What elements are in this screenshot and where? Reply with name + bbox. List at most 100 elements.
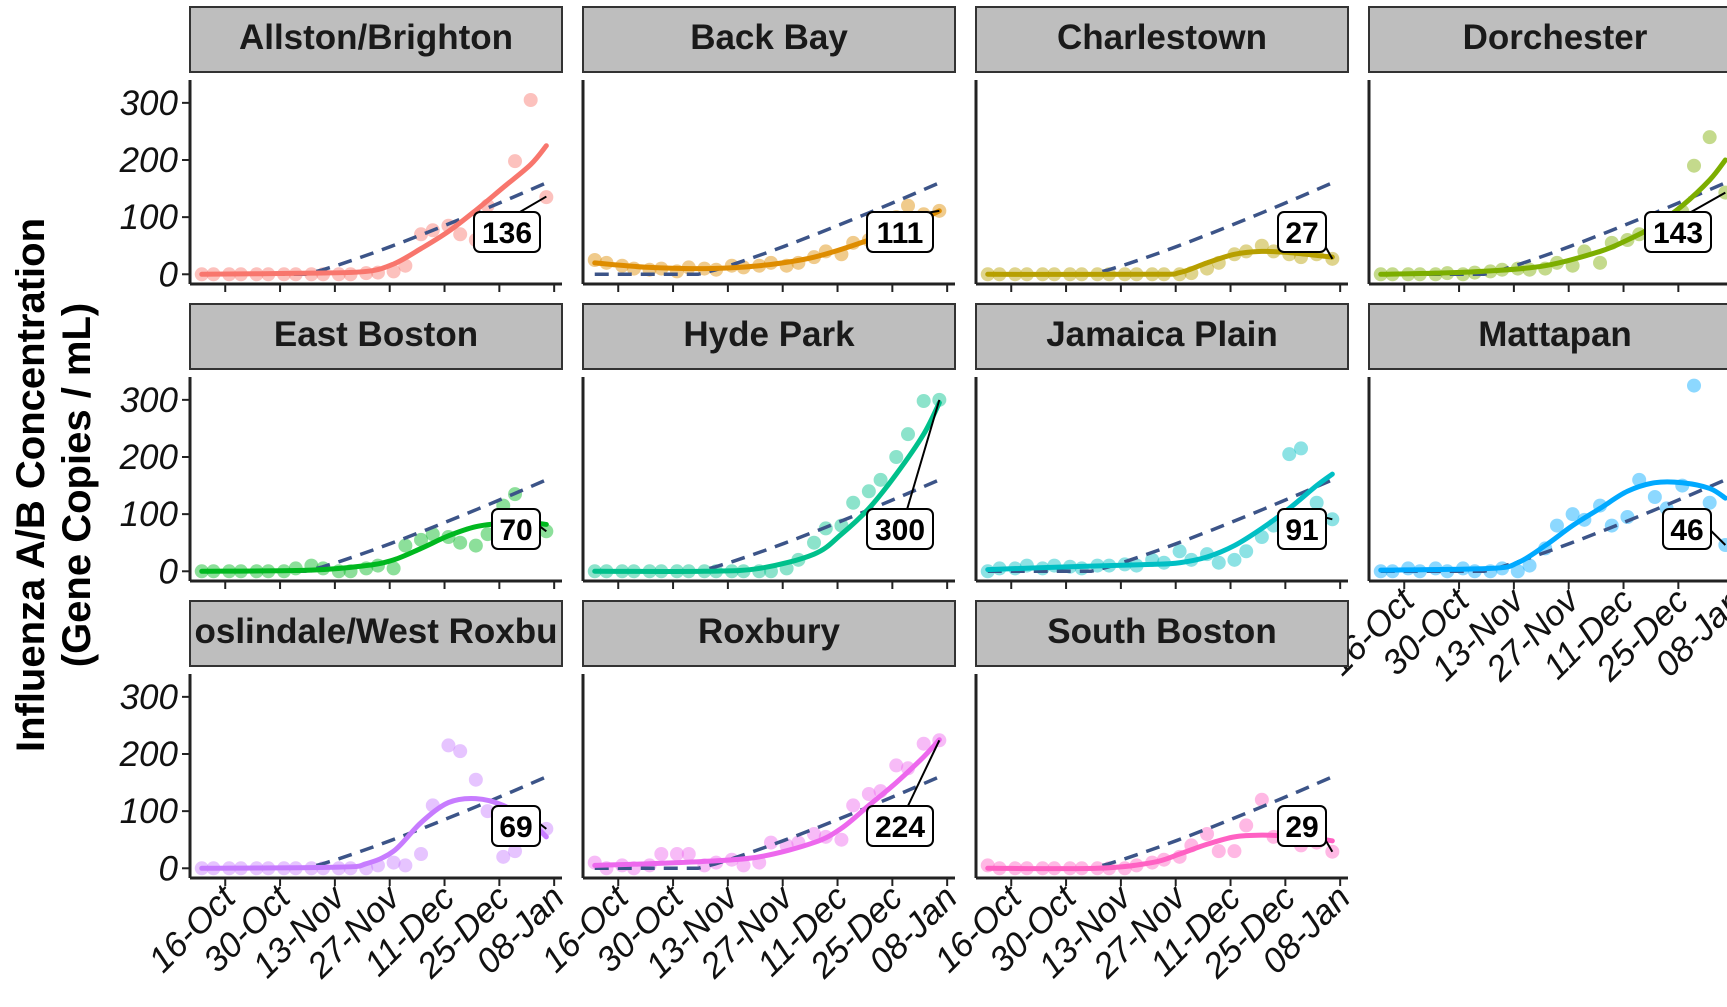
plot-area [194,93,554,282]
data-point [468,538,483,553]
data-point [386,561,401,576]
reference-dashed-line [987,478,1334,574]
data-point [681,847,696,861]
plot-area [1373,130,1727,282]
data-point [1211,844,1226,859]
y-tick-label: 300 [120,678,179,717]
data-point [1282,447,1297,462]
data-point [846,798,861,813]
y-axis-title-line-1: Influenza A/B Concentration [9,218,53,752]
data-point [1309,495,1324,510]
callout-value: 224 [875,811,925,844]
data-point [386,855,401,870]
callout-value: 143 [1653,217,1703,250]
callout-leader [905,399,941,514]
strip-label: Roxbury [698,612,841,651]
data-point [1200,827,1215,841]
facet-mattapan: Mattapan16-Oct30-Oct13-Nov27-Nov11-Dec25… [1320,303,1727,689]
data-point [414,227,429,242]
data-point [425,527,440,542]
callout-box [491,805,541,847]
strip-label: South Boston [1047,612,1276,651]
strip-label: oslindale/West Roxbu [194,612,557,651]
data-point [468,772,483,787]
y-tick-label: 0 [159,552,179,591]
data-point [1647,490,1662,504]
callout-value: 136 [482,217,532,250]
strip-background [1368,303,1727,370]
facet-south-boston: South Boston16-Oct30-Oct13-Nov27-Nov11-D… [927,600,1358,986]
data-point [1687,378,1702,393]
callout-box [866,508,934,550]
strip-background [582,303,956,370]
smooth-fit-line [1378,479,1727,573]
data-point [414,847,429,861]
callout-value: 29 [1285,811,1318,844]
plot-area [1373,378,1727,579]
callout-box [1277,508,1327,550]
data-point [398,538,413,553]
y-axis-title: Influenza A/B Concentration (Gene Copies… [9,218,99,752]
data-point [669,847,684,861]
smooth-fit-line [1378,157,1727,277]
y-tick-label: 200 [119,735,179,774]
data-point [414,532,429,547]
strip-background [189,303,563,370]
strip-background [975,600,1349,667]
callout-value: 111 [877,217,924,250]
data-point [1254,792,1269,807]
y-tick-label: 300 [120,381,179,420]
callout-value: 69 [499,811,532,844]
strip-label: East Boston [274,315,478,354]
reference-dashed-line [594,775,941,871]
strip-background [189,6,563,73]
data-point [654,847,669,861]
data-point [453,227,468,242]
data-point [508,844,523,859]
data-point [398,858,413,873]
data-point [1565,507,1580,522]
data-point [1211,555,1226,570]
strip-background [582,600,956,667]
data-point [1510,564,1525,579]
data-point [1239,544,1254,559]
y-tick-label: 100 [120,792,179,831]
data-point [916,394,931,408]
y-tick-label: 0 [159,255,179,294]
y-tick-label: 300 [120,84,179,123]
data-point [453,535,468,550]
data-point [861,787,876,801]
callout-box [1662,508,1712,550]
data-point [441,738,456,753]
strip-background [189,600,563,667]
facet-back-bay: Back Bay 111 [581,6,956,292]
plot-area [980,441,1340,579]
data-point [861,484,876,499]
callout-box [1277,211,1327,253]
callout-leader [905,739,941,811]
data-point [1702,130,1717,145]
facet-panels: Allston/Brighton 0 100 200 300 136 Back Bay 111… [119,6,1727,986]
data-point [1718,185,1727,200]
facet-roslindale-west-roxbury: oslindale/West Roxbu010020030016-Oct30-O… [119,600,572,986]
data-point [1227,844,1242,859]
data-point [1172,544,1187,559]
callout-value: 27 [1285,217,1318,250]
data-point [763,835,778,850]
smooth-fit-line [592,400,942,574]
data-point [846,495,861,510]
plot-area [194,738,554,876]
data-point [1702,495,1717,510]
data-point [523,93,538,107]
data-point [508,154,523,169]
reference-dashed-line [594,181,941,277]
callout-box [473,211,541,253]
smooth-fit-line [592,737,942,868]
data-point [807,535,822,550]
callout-box [866,805,934,847]
data-point [916,736,931,751]
plot-area [980,181,1340,282]
callout-value: 70 [499,514,532,547]
callout-value: 300 [875,514,925,547]
